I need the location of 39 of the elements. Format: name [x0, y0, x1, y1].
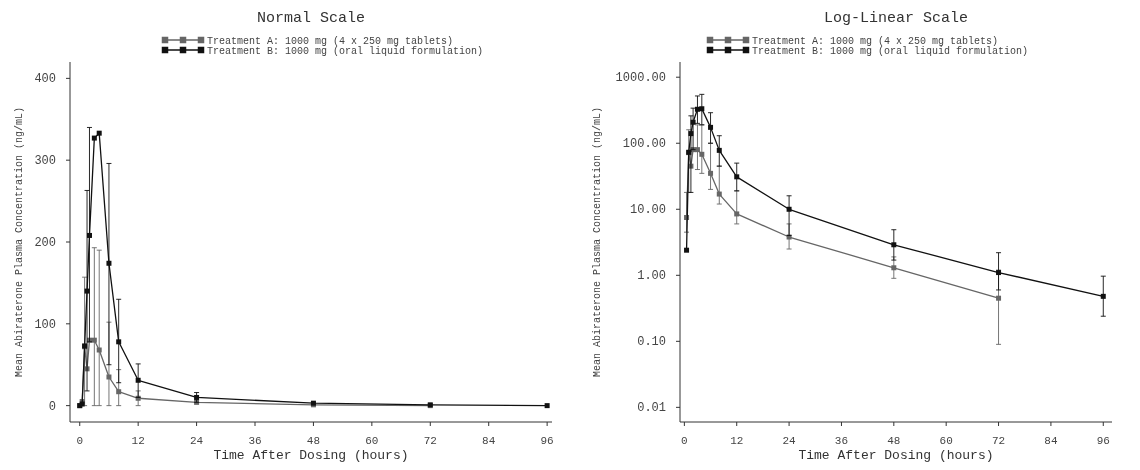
legend-label: Treatment A: 1000 mg (4 x 250 mg tablets): [207, 36, 454, 47]
x-tick-label: 96: [1096, 435, 1110, 447]
y-tick-label: 0: [48, 399, 56, 414]
y-tick-label: 10.00: [629, 203, 666, 218]
y-tick-label: 200: [34, 236, 56, 250]
x-tick-label: 84: [1044, 435, 1058, 447]
x-tick-label: 12: [730, 435, 744, 447]
x-tick-label: 60: [365, 435, 379, 447]
x-tick-label: 48: [887, 435, 901, 447]
x-tick-label: 84: [482, 435, 496, 447]
y-tick-label: 0.10: [637, 335, 666, 350]
x-tick-label: 72: [991, 435, 1006, 447]
legend-label: Treatment B: 1000 mg (oral liquid formulation): [207, 46, 484, 57]
y-tick-label: 1000.00: [615, 71, 666, 86]
x-axis-title: Time After Dosing (hours): [798, 448, 994, 463]
x-tick-label: 0: [681, 435, 688, 447]
x-tick-label: 96: [540, 435, 554, 447]
x-axis-title: Time After Dosing (hours): [213, 448, 409, 463]
x-tick-label: 48: [306, 435, 321, 447]
y-axis-title: Mean Abiraterone Plasma Concentration (ng/mL): [14, 106, 25, 378]
x-tick-label: 24: [189, 435, 204, 447]
y-tick-label: 1.00: [637, 269, 666, 284]
y-tick-label: 0.01: [637, 401, 666, 416]
y-tick-label: 300: [34, 154, 56, 169]
x-tick-label: 0: [76, 435, 84, 447]
legend-label: Treatment A: 1000 mg (4 x 250 mg tablets): [752, 36, 999, 47]
y-axis-title: Mean Abiraterone Plasma Concentration (ng/mL): [592, 106, 603, 378]
x-tick-label: 60: [939, 435, 953, 447]
x-tick-label: 24: [782, 435, 797, 447]
x-tick-label: 36: [248, 435, 262, 447]
x-tick-label: 72: [423, 435, 437, 447]
legend-label: Treatment B: 1000 mg (oral liquid formulation): [752, 46, 1029, 57]
chart-title: Normal Scale: [256, 10, 366, 27]
y-tick-label: 400: [34, 72, 56, 87]
y-tick-label: 100.00: [622, 137, 666, 152]
x-tick-label: 36: [834, 435, 849, 447]
chart-title: Log-Linear Scale: [823, 10, 969, 27]
y-tick-label: 100: [34, 317, 56, 332]
x-tick-label: 12: [131, 435, 145, 447]
